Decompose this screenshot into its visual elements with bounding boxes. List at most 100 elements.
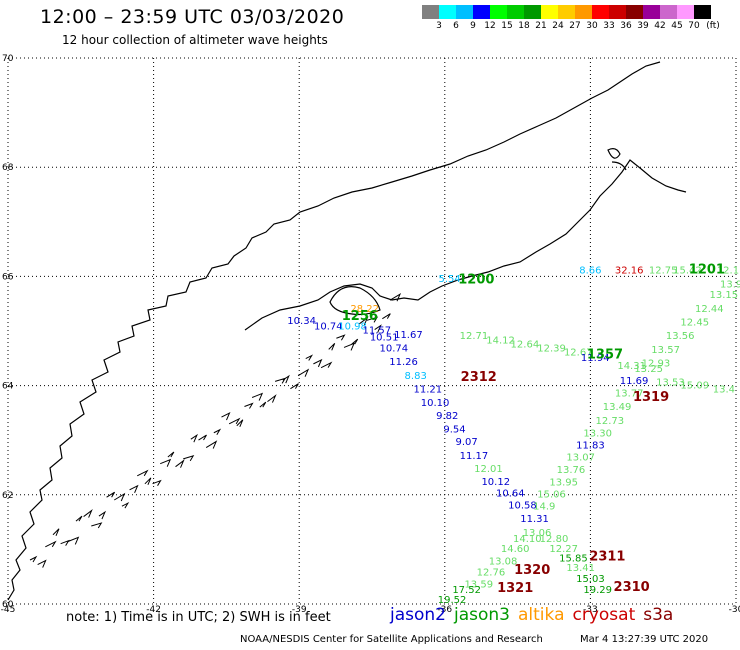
wave-height-value: 13.95 (549, 478, 578, 489)
wave-height-value: 8.66 (579, 266, 601, 277)
credit-text: NOAA/NESDIS Center for Satellite Applica… (240, 634, 543, 645)
wave-height-value: 15.06 (537, 490, 566, 501)
scale-swatch (439, 5, 456, 19)
wave-height-value: 19.29 (583, 585, 612, 596)
scale-label: 27 (569, 21, 581, 31)
fjord-detail (374, 324, 382, 333)
scale-swatch (609, 5, 626, 19)
wave-height-value: 13.41 (566, 563, 595, 574)
coastline-path (7, 61, 661, 601)
scale-label: 24 (552, 21, 564, 31)
pass-time-label: 1320 (514, 563, 550, 578)
pass-time-label: 1200 (458, 272, 494, 287)
lon-tick-label: -39 (292, 605, 307, 615)
fjord-detail (343, 342, 355, 351)
wave-height-value: 10.74 (314, 321, 343, 332)
wave-height-value: 13.4 (713, 385, 735, 396)
fjord-detail (52, 528, 60, 536)
wave-height-value: 10.51 (370, 332, 399, 343)
fjord-detail (244, 402, 254, 409)
fjord-detail (336, 334, 346, 341)
wave-height-value: 13.56 (666, 331, 695, 342)
wave-height-value: 13.9 (720, 279, 740, 290)
scale-swatch (694, 5, 711, 19)
wave-height-value: 11.83 (576, 440, 605, 451)
wave-height-value: 13.76 (557, 465, 586, 476)
fjord-detail (267, 394, 277, 403)
wave-height-value: 10.58 (508, 500, 537, 511)
lat-tick-label: 68 (2, 163, 14, 173)
wave-height-value: 12.01 (474, 464, 503, 475)
lat-tick-label: 60 (2, 600, 14, 610)
scale-swatch (575, 5, 592, 19)
fjord-detail (60, 539, 70, 546)
scale-swatch (592, 5, 609, 19)
pass-time-label: 1357 (587, 347, 623, 362)
fjord-detail (29, 555, 38, 563)
scale-swatch (456, 5, 473, 19)
generated-date: Mar 4 13:27:39 UTC 2020 (580, 634, 709, 645)
scale-label: (ft) (706, 21, 720, 31)
islet-outline (607, 148, 627, 171)
pass-time-label: 2310 (614, 580, 650, 595)
wave-height-value: 32.16 (615, 266, 644, 277)
fjord-detail (137, 469, 149, 477)
lon-tick-label: -33 (583, 605, 598, 615)
fjord-detail (68, 536, 80, 545)
fjord-detail (175, 459, 185, 468)
wave-height-value: 14.9 (533, 502, 555, 513)
scale-label: 42 (654, 21, 666, 31)
wave-height-value: 12.93 (642, 358, 671, 369)
lat-tick-label: 66 (2, 272, 14, 282)
wave-height-value: 28.22 (350, 304, 379, 315)
wave-height-value: 17.52 (452, 585, 481, 596)
fjord-detail (305, 354, 314, 361)
wave-height-value: 12.71 (460, 331, 489, 342)
wave-height-value: 13.59 (464, 580, 493, 591)
scale-swatch (490, 5, 507, 19)
fjord-detail (297, 368, 310, 377)
wave-height-value: 10.98 (338, 321, 367, 332)
satellite-legend-item: jason2 (390, 605, 446, 625)
lat-tick-label: 70 (2, 54, 14, 64)
wave-height-value: 13.53 (656, 378, 685, 389)
pass-time-label: 2311 (589, 549, 625, 564)
wave-height-value: 15.09 (680, 380, 709, 391)
fjord-detail (45, 540, 57, 548)
wave-height-value: 12.75 (649, 266, 678, 277)
lat-tick-label: 62 (2, 491, 13, 501)
fjord-detail (106, 491, 116, 498)
fjord-detail (366, 316, 379, 323)
pass-time-label: 2312 (461, 370, 497, 385)
wave-height-value: 13.06 (523, 528, 552, 539)
wave-height-value: 10.34 (287, 316, 316, 327)
scale-label: 3 (436, 21, 442, 31)
wave-height-value: 8.83 (405, 371, 427, 382)
fjord-detail (167, 451, 175, 458)
fjord-detail (129, 484, 139, 493)
fjord-detail (251, 392, 264, 401)
lat-tick-label: 64 (2, 382, 14, 392)
wave-height-color-scale: 3 6 9 12 15 18 21 24 27 30 33 36 39 42 45 70 (ft) (422, 5, 728, 37)
wave-height-value: 12.67 (564, 348, 593, 359)
scale-label: 36 (620, 21, 632, 31)
wave-height-value: 10.12 (481, 477, 510, 488)
satellite-legend: jason2 jason3 altika cryosat s3a (390, 605, 681, 625)
scale-label: 33 (603, 21, 615, 31)
fjord-detail (236, 419, 244, 427)
wave-height-value: 11.31 (520, 514, 549, 525)
scale-label: 39 (637, 21, 649, 31)
satellite-legend-item: cryosat (572, 605, 636, 625)
wave-height-value: 12.44 (695, 304, 724, 315)
fjord-detail (221, 412, 231, 421)
wave-height-value: 13.77 (615, 389, 644, 400)
fjord-detail (359, 316, 369, 326)
scale-swatch (660, 5, 677, 19)
wave-height-value: 11.57 (363, 326, 392, 337)
wave-height-value: 13.15 (710, 290, 739, 301)
wave-height-value: 13.49 (603, 402, 632, 413)
wave-height-value: 10.74 (380, 344, 409, 355)
wave-height-value: 11.69 (620, 376, 649, 387)
wave-height-value: 5.54 (439, 274, 461, 285)
